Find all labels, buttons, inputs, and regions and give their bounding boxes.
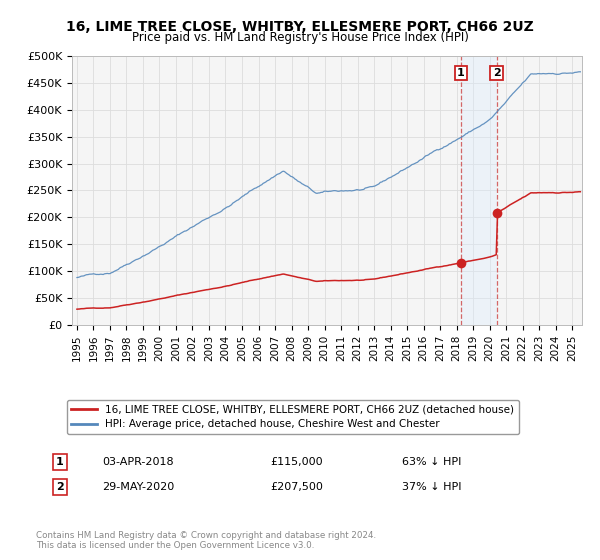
Text: £115,000: £115,000 <box>270 457 323 467</box>
Text: 03-APR-2018: 03-APR-2018 <box>102 457 173 467</box>
Legend: 16, LIME TREE CLOSE, WHITBY, ELLESMERE PORT, CH66 2UZ (detached house), HPI: Ave: 16, LIME TREE CLOSE, WHITBY, ELLESMERE P… <box>67 400 518 433</box>
Text: 1: 1 <box>56 457 64 467</box>
Text: 1: 1 <box>457 68 464 78</box>
Text: 2: 2 <box>56 482 64 492</box>
Text: 63% ↓ HPI: 63% ↓ HPI <box>402 457 461 467</box>
Text: Contains HM Land Registry data © Crown copyright and database right 2024.
This d: Contains HM Land Registry data © Crown c… <box>36 530 376 550</box>
Bar <box>461 56 497 325</box>
Text: Price paid vs. HM Land Registry's House Price Index (HPI): Price paid vs. HM Land Registry's House … <box>131 31 469 44</box>
Text: 37% ↓ HPI: 37% ↓ HPI <box>402 482 461 492</box>
Text: £207,500: £207,500 <box>270 482 323 492</box>
Text: 16, LIME TREE CLOSE, WHITBY, ELLESMERE PORT, CH66 2UZ: 16, LIME TREE CLOSE, WHITBY, ELLESMERE P… <box>66 20 534 34</box>
Text: 2: 2 <box>493 68 500 78</box>
Text: 29-MAY-2020: 29-MAY-2020 <box>102 482 174 492</box>
